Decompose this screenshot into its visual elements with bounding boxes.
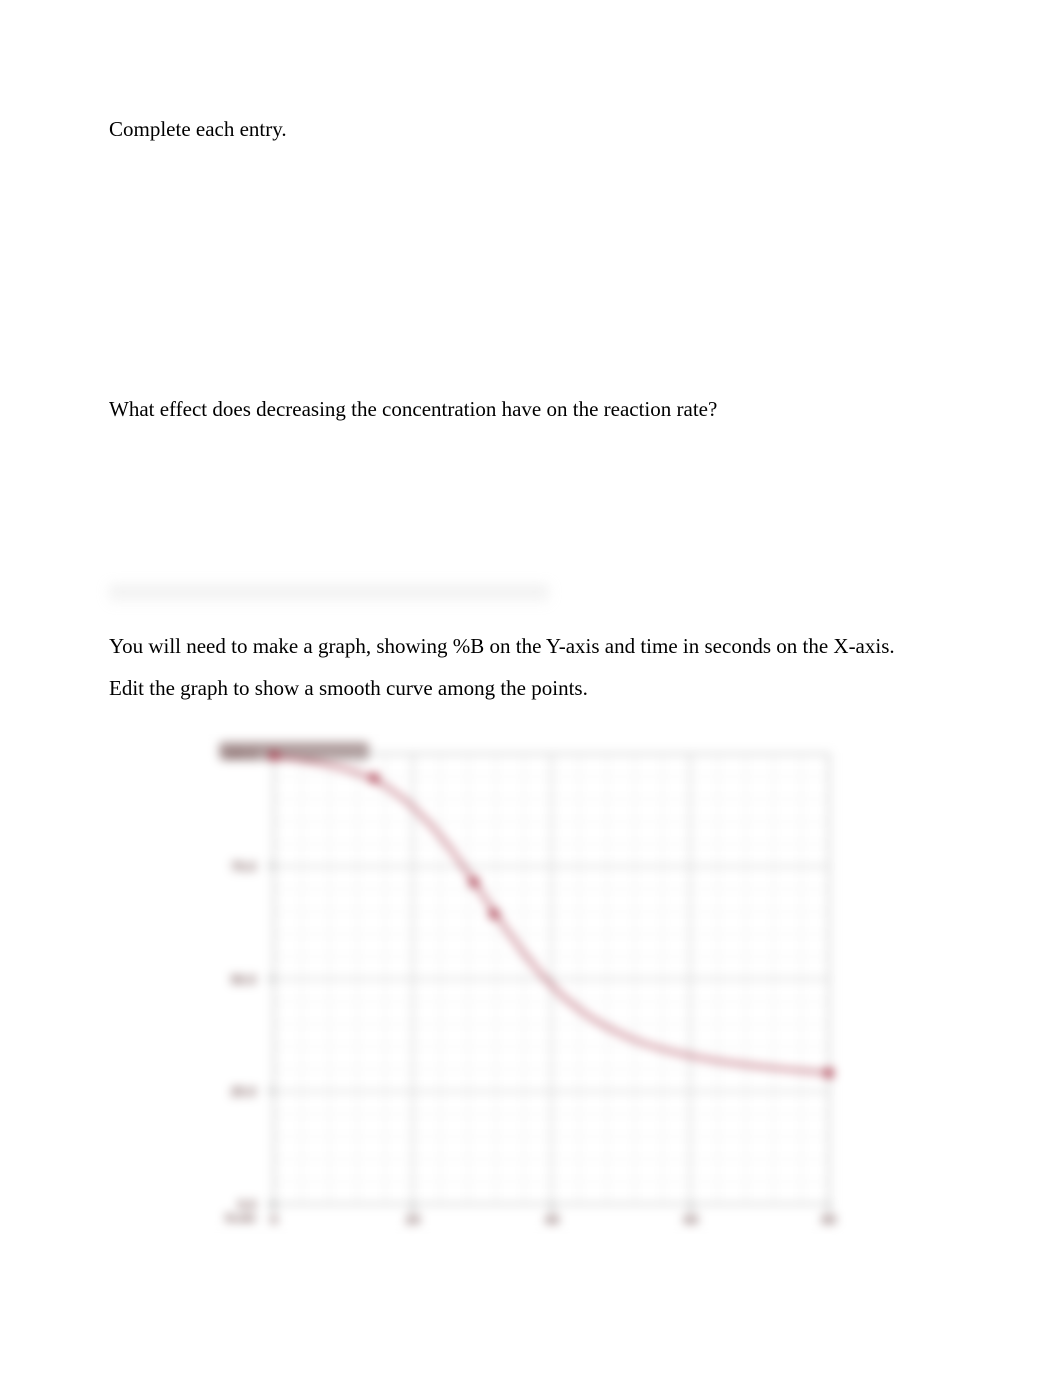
svg-text:0: 0 bbox=[270, 1212, 277, 1227]
chart-svg: 100.0 75.0 50.0 25.0 0.0Scale 0 20 40 60 80 bbox=[164, 734, 844, 1234]
svg-text:20: 20 bbox=[406, 1212, 420, 1227]
graph-instruction-2: Edit the graph to show a smooth curve am… bbox=[109, 667, 953, 709]
svg-text:25.0: 25.0 bbox=[231, 1084, 256, 1099]
spacer bbox=[109, 150, 953, 390]
graph-instruction-1: You will need to make a graph, showing %… bbox=[109, 625, 953, 667]
svg-text:40: 40 bbox=[545, 1212, 559, 1227]
svg-text:50.0: 50.0 bbox=[231, 972, 256, 987]
instruction-text-1: Complete each entry. bbox=[109, 110, 953, 150]
svg-text:0.0: 0.0 bbox=[238, 1197, 256, 1212]
svg-text:60: 60 bbox=[684, 1212, 698, 1227]
svg-text:75.0: 75.0 bbox=[231, 859, 256, 874]
graph-container: 100.0 75.0 50.0 25.0 0.0Scale 0 20 40 60 80 bbox=[164, 734, 953, 1234]
spacer bbox=[109, 430, 953, 585]
svg-text:80: 80 bbox=[822, 1212, 836, 1227]
svg-text:Scale: Scale bbox=[225, 1211, 257, 1225]
page-content: Complete each entry. What effect does de… bbox=[0, 0, 1062, 1284]
question-text-1: What effect does decreasing the concentr… bbox=[109, 390, 953, 430]
svg-text:100.0: 100.0 bbox=[223, 747, 256, 762]
blurred-separator bbox=[109, 585, 549, 603]
